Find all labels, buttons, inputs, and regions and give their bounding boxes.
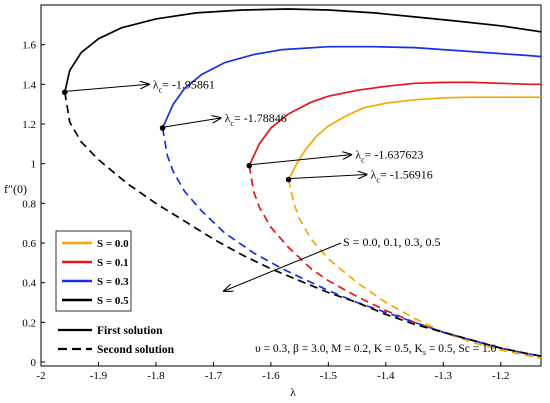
legend-box: S = 0.0 S = 0.1 S = 0.3 S = 0.5: [55, 230, 132, 312]
y-axis-title: f″(0): [4, 182, 27, 196]
legend-label-0: S = 0.0: [97, 238, 129, 250]
critical-arrow-0: [290, 175, 367, 180]
series-0-second-solution-line: [287, 179, 542, 359]
x-tick-label: -1.2: [492, 370, 509, 382]
x-tick-label: -1.7: [205, 370, 223, 382]
s-annotation-arrow: [224, 242, 342, 291]
critical-annotations: λc= -1.95861 λc= -1.78846 λc= -1.637623 λc=…: [66, 77, 433, 185]
x-tick-label: -1.4: [377, 370, 395, 382]
y-tick-label: 0.8: [22, 198, 36, 210]
y-tick-label: 1.6: [22, 40, 36, 52]
critical-arrow-1: [251, 155, 351, 166]
x-tick-label: -1.3: [435, 370, 453, 382]
second-solution-label: Second solution: [97, 344, 175, 356]
critical-label-3: λc= -1.95861: [153, 77, 215, 94]
y-tick-label: 1.4: [22, 79, 36, 91]
x-tick-label: -1.6: [262, 370, 280, 382]
solution-curves: [63, 8, 542, 359]
series-0-first-solution-line: [287, 96, 541, 180]
y-tick-label: 0.2: [22, 317, 36, 329]
axis-ticks: -2 -1.9 -1.8 -1.7 -1.6 -1.5 -1.4 -1.3 -1.2 0 0.2 0.…: [22, 40, 509, 382]
y-tick-label: 0.6: [22, 238, 36, 250]
x-tick-label: -1.5: [320, 370, 338, 382]
critical-label-1: λc= -1.637623: [355, 148, 423, 165]
y-tick-label: 1.2: [22, 119, 36, 131]
x-tick-label: -2: [36, 370, 45, 382]
x-tick-label: -1.8: [147, 370, 165, 382]
y-tick-label: 0: [31, 357, 37, 369]
plot-frame: [40, 4, 542, 367]
series-3-second-solution-line: [63, 92, 542, 357]
series-1-first-solution-line: [248, 81, 541, 167]
critical-label-0: λc= -1.56916: [371, 168, 433, 185]
series-2-second-solution-line: [161, 127, 542, 357]
legend-label-3: S = 0.5: [97, 295, 129, 307]
critical-point-2: [159, 125, 166, 131]
s-annotation: S = 0.0, 0.1, 0.3, 0.5: [224, 235, 440, 291]
s-annotation-text: S = 0.0, 0.1, 0.3, 0.5: [343, 235, 440, 249]
critical-point-0: [285, 176, 292, 183]
critical-point-1: [246, 162, 253, 169]
legend-label-1: S = 0.1: [97, 257, 129, 269]
series-3-first-solution-line: [63, 8, 542, 93]
y-tick-label: 1: [31, 159, 37, 171]
critical-arrow-2: [164, 118, 221, 128]
series-1-second-solution-line: [248, 165, 542, 357]
parameters-label: υ = 0.3, β = 3.0, M = 0.2, K = 0.5, Ks =…: [255, 343, 497, 357]
critical-arrow-3: [66, 84, 149, 92]
series-2-first-solution-line: [161, 45, 542, 129]
critical-point-3: [61, 89, 68, 96]
first-solution-label: First solution: [97, 325, 163, 337]
x-axis-title: λ: [290, 385, 296, 399]
solution-legend: First solution Second solution: [58, 325, 175, 356]
y-tick-label: 0.4: [22, 278, 36, 290]
critical-points: [61, 89, 292, 183]
legend-label-2: S = 0.3: [97, 276, 129, 288]
critical-label-2: λc= -1.78846: [225, 111, 287, 128]
x-tick-label: -1.9: [90, 370, 108, 382]
